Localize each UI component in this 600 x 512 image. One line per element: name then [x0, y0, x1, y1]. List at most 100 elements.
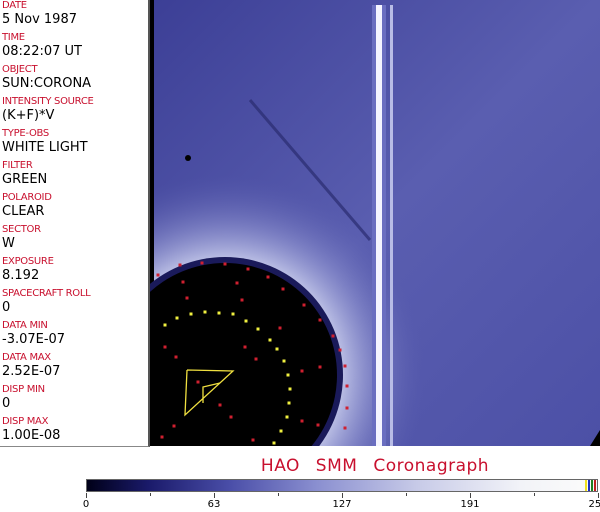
field-label: TYPE-OBS [2, 128, 49, 139]
overlay-dot [343, 364, 347, 368]
field-label: POLAROID [2, 192, 52, 203]
colorbar-end-blue [588, 480, 590, 491]
overlay-dot [316, 423, 320, 427]
field-value: SUN:CORONA [2, 76, 92, 91]
overlay-dot [287, 401, 291, 405]
colorbar-tick-label: 63 [207, 499, 221, 510]
overlay-dot [279, 429, 283, 433]
overlay-dot [281, 287, 285, 291]
overlay-dot [231, 312, 235, 316]
field-object: OBJECT SUN:CORONA [0, 64, 148, 96]
field-label: DISP MIN [2, 384, 45, 395]
colorbar-tick-label: 0 [82, 499, 90, 510]
field-value: 0 [2, 300, 11, 315]
overlay-dot [275, 347, 279, 351]
colorbar-tick-label: 127 [332, 499, 352, 510]
overlay-dot [235, 281, 239, 285]
field-value: 08:22:07 UT [2, 44, 82, 59]
field-time: TIME 08:22:07 UT [0, 32, 148, 64]
colorbar-tick [86, 493, 87, 498]
overlay-dot [266, 275, 270, 279]
overlay-dot [178, 263, 182, 267]
overlay-dot [185, 296, 189, 300]
colorbar-end-red [594, 480, 596, 491]
colorbar-tick [598, 493, 599, 498]
field-data-min: DATA MIN -3.07E-07 [0, 320, 148, 352]
overlay-dot [338, 348, 342, 352]
overlay-dot [160, 435, 164, 439]
overlay-dot [156, 273, 160, 277]
overlay-dot [175, 316, 179, 320]
instrument-title: HAO SMM Coronagraph [260, 456, 490, 476]
overlay-dot [331, 334, 335, 338]
overlay-dot [272, 441, 276, 445]
colorbar-tick-label: 191 [460, 499, 480, 510]
overlay-dot [163, 345, 167, 349]
overlay-dot [286, 373, 290, 377]
overlay-dot [343, 426, 347, 430]
field-label: DATA MAX [2, 352, 51, 363]
field-label: SECTOR [2, 224, 41, 235]
field-label: DISP MAX [2, 416, 49, 427]
overlay-dot [302, 303, 306, 307]
overlay-dot [181, 280, 185, 284]
field-value: 5 Nov 1987 [2, 12, 77, 27]
field-value: -3.07E-07 [2, 332, 66, 347]
field-label: FILTER [2, 160, 33, 171]
overlay-dot [244, 319, 248, 323]
colorbar-end-green [591, 480, 593, 491]
field-disp-min: DISP MIN 0 [0, 384, 148, 416]
field-label: INTENSITY SOURCE [2, 96, 94, 107]
colorbar-tick-label: 255 [588, 499, 600, 510]
overlay-dot [300, 369, 304, 373]
overlay-dot [300, 419, 304, 423]
overlay-dot [200, 261, 204, 265]
overlay-dot [318, 318, 322, 322]
field-sector: SECTOR W [0, 224, 148, 256]
colorbar-tick [214, 493, 215, 498]
field-value: W [2, 236, 15, 251]
field-label: OBJECT [2, 64, 38, 75]
header-info-panel: DATE 5 Nov 1987 TIME 08:22:07 UT OBJECT SUN:C… [0, 0, 150, 447]
field-value: 1.00E-08 [2, 428, 61, 443]
overlay-dot [285, 415, 289, 419]
field-exposure: EXPOSURE 8.192 [0, 256, 148, 288]
overlay-dot [345, 384, 349, 388]
overlay-dot [345, 406, 349, 410]
overlay-dot [172, 424, 176, 428]
field-type-obs: TYPE-OBS WHITE LIGHT [0, 128, 148, 160]
overlay-dot [229, 415, 233, 419]
field-label: DATA MIN [2, 320, 48, 331]
field-value: 0 [2, 396, 11, 411]
field-value: CLEAR [2, 204, 45, 219]
colorbar-end-yellow [585, 480, 587, 491]
field-value: 8.192 [2, 268, 40, 283]
field-intensity-source: INTENSITY SOURCE (K+F)*V [0, 96, 148, 128]
colorbar-tick [342, 493, 343, 498]
overlay-dot [189, 312, 193, 316]
coronagraph-image [150, 0, 600, 446]
overlay-dot [217, 311, 221, 315]
overlay-dot [288, 387, 292, 391]
field-value: 2.52E-07 [2, 364, 61, 379]
field-spacecraft-roll: SPACECRAFT ROLL 0 [0, 288, 148, 320]
field-disp-max: DISP MAX 1.00E-08 [0, 416, 148, 448]
overlay-dot [223, 262, 227, 266]
colorbar [86, 479, 598, 492]
colorbar-minor-tick [534, 493, 535, 496]
colorbar-minor-tick [150, 493, 151, 496]
colorbar-minor-tick [406, 493, 407, 496]
field-value: (K+F)*V [2, 108, 55, 123]
overlay-dot [163, 323, 167, 327]
overlay-dot [203, 310, 207, 314]
colorbar-tick [470, 493, 471, 498]
field-filter: FILTER GREEN [0, 160, 148, 192]
overlay-dot [282, 359, 286, 363]
overlay-dot [174, 355, 178, 359]
overlay-dot [218, 403, 222, 407]
colorbar-minor-tick [278, 493, 279, 496]
overlay-dot [196, 380, 200, 384]
field-data-max: DATA MAX 2.52E-07 [0, 352, 148, 384]
overlay-dot [268, 338, 272, 342]
overlay-dot [256, 327, 260, 331]
